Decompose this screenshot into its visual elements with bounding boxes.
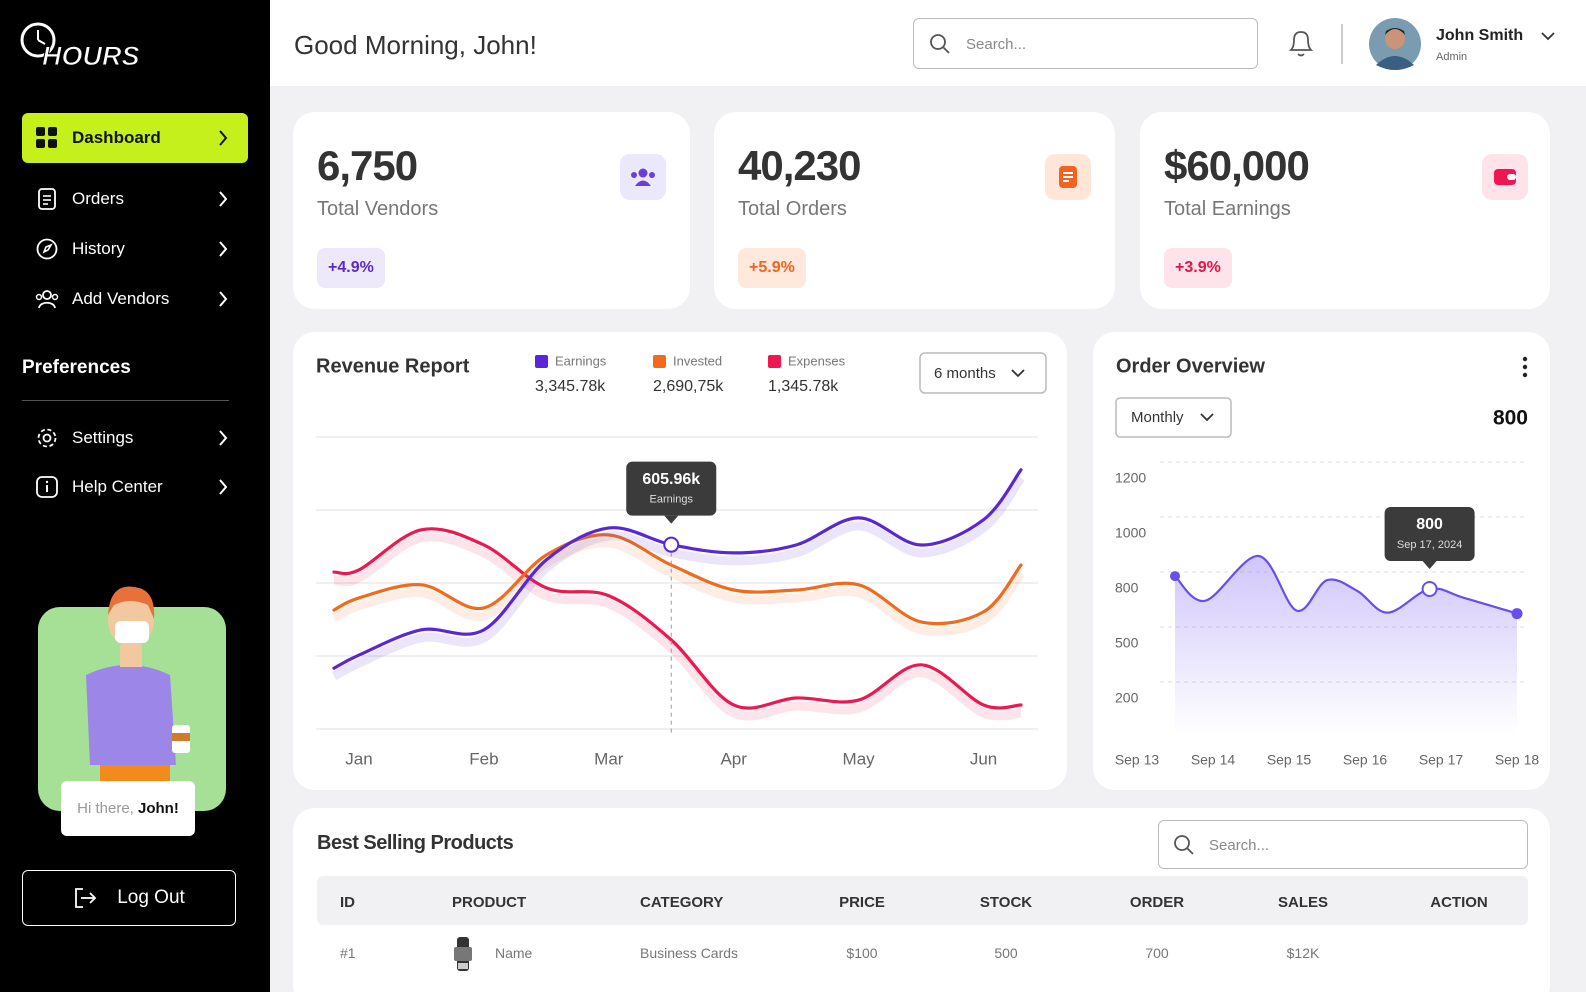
column-header: STOCK xyxy=(979,894,1033,911)
search-placeholder: Search... xyxy=(966,36,1027,53)
chevron xyxy=(219,291,228,307)
stat-value: 6,750 xyxy=(317,142,418,189)
stat-value: $60,000 xyxy=(1164,142,1310,189)
column-header: ORDER xyxy=(1129,894,1185,911)
notification-bell[interactable] xyxy=(1287,28,1315,60)
search-icon xyxy=(1174,835,1194,855)
greeting: Good Morning, John! xyxy=(294,30,537,60)
stat-change: +4.9% xyxy=(317,248,385,288)
user-role: Admin xyxy=(1436,51,1468,63)
icon xyxy=(36,476,58,498)
divider xyxy=(22,400,229,401)
column-header: PRODUCT xyxy=(452,894,527,911)
icon xyxy=(36,238,58,260)
stat-card: 6,750 Total Vendors +4.9% xyxy=(293,112,690,309)
nav-label: Add Vendors xyxy=(72,289,170,308)
column-header: SALES xyxy=(1277,894,1329,911)
stat-icon xyxy=(1045,154,1091,200)
table-cell: $100 xyxy=(846,945,878,961)
chevron xyxy=(219,430,228,446)
search-icon xyxy=(930,34,950,54)
logo-mark: HOURS xyxy=(20,22,140,72)
search-box[interactable]: Search... xyxy=(913,18,1258,69)
header: Good Morning, John! Search... John Smith… xyxy=(270,0,1586,86)
nav-dashboard[interactable]: Dashboard xyxy=(22,113,248,163)
stat-card: $60,000 Total Earnings +3.9% xyxy=(1140,112,1550,309)
illustration xyxy=(38,586,226,811)
chevron xyxy=(219,130,228,146)
table-cell: Name xyxy=(495,945,533,961)
logout-label: Log Out xyxy=(117,887,185,908)
nav-label: History xyxy=(72,239,125,258)
table-cell: Business Cards xyxy=(640,945,739,961)
revenue-card xyxy=(293,332,1067,790)
icon xyxy=(1494,169,1516,185)
icon xyxy=(36,127,57,148)
table-card: Best Selling Products Search... xyxy=(293,808,1550,992)
order-card xyxy=(1093,332,1550,790)
chevron xyxy=(219,241,228,257)
nav-add-vendors[interactable]: Add Vendors xyxy=(22,274,248,324)
divider xyxy=(1341,24,1343,64)
column-header: PRICE xyxy=(839,894,885,911)
nav-orders[interactable]: Orders xyxy=(22,174,248,224)
icon xyxy=(35,290,59,309)
user-name: John Smith xyxy=(1436,27,1524,44)
avatar[interactable] xyxy=(1368,17,1422,71)
speech-bubble: Hi there, John! xyxy=(61,781,195,836)
icon xyxy=(38,188,56,210)
table-cell: #1 xyxy=(340,945,356,961)
table-cell: 500 xyxy=(994,945,1018,961)
column-header: ID xyxy=(340,894,355,911)
section-title: Preferences xyxy=(22,357,131,378)
chevron[interactable] xyxy=(1540,30,1556,42)
stat-icon xyxy=(1482,154,1528,200)
chevron xyxy=(219,479,228,495)
logout-button[interactable]: Log Out xyxy=(22,870,236,926)
stat-card: 40,230 Total Orders +5.9% xyxy=(714,112,1115,309)
icon xyxy=(631,168,655,186)
column-header: ACTION xyxy=(1430,894,1488,911)
icon xyxy=(1059,166,1077,188)
nav-settings[interactable]: Settings xyxy=(22,413,248,463)
table-header-row xyxy=(317,876,1528,925)
stat-label: Total Earnings xyxy=(1164,198,1291,220)
stat-change: +5.9% xyxy=(738,248,806,288)
bubble-name: John! xyxy=(138,800,179,817)
table-title: Best Selling Products xyxy=(317,832,514,854)
nav-label: Dashboard xyxy=(72,128,161,147)
icon xyxy=(37,428,57,448)
table-cell: 700 xyxy=(1145,945,1169,961)
stat-label: Total Orders xyxy=(738,198,847,220)
column-header: CATEGORY xyxy=(640,894,724,911)
logo-text: HOURS xyxy=(42,41,140,71)
stat-label: Total Vendors xyxy=(317,198,439,220)
icon xyxy=(75,888,97,908)
table-search[interactable]: Search... xyxy=(1158,820,1528,869)
product-image xyxy=(454,937,472,971)
bubble-text: Hi there, xyxy=(77,800,139,817)
table-cell: $12K xyxy=(1286,945,1320,961)
nav-history[interactable]: History xyxy=(22,224,248,274)
search-placeholder: Search... xyxy=(1209,837,1270,854)
nav-label: Settings xyxy=(72,428,134,447)
sidebar: HOURS Dashboard Orders History Add Vendo… xyxy=(0,0,270,992)
nav-label: Help Center xyxy=(72,477,163,496)
chevron xyxy=(219,191,228,207)
nav-label: Orders xyxy=(72,189,124,208)
stat-change: +3.9% xyxy=(1164,248,1232,288)
stat-value: 40,230 xyxy=(738,142,861,189)
stat-icon xyxy=(620,154,666,200)
nav-help-center[interactable]: Help Center xyxy=(22,462,248,512)
